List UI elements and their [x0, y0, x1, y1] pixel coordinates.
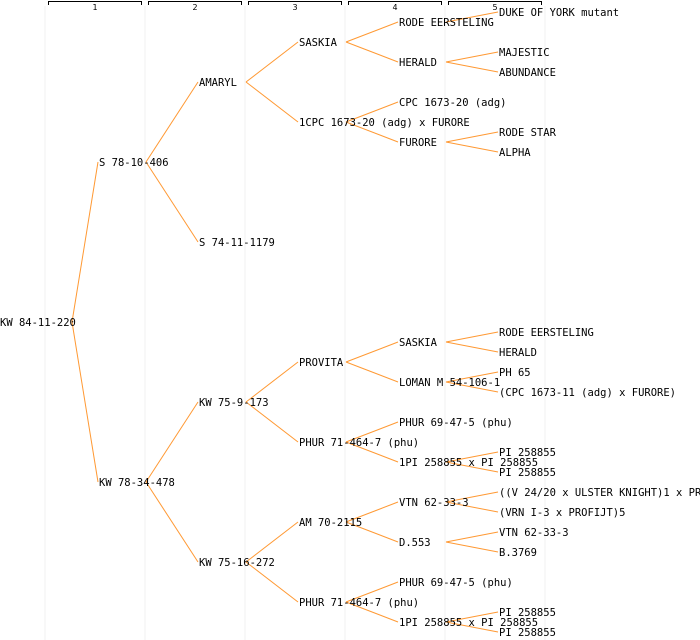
generation-header-3: 3: [248, 1, 342, 12]
generation-number: 5: [492, 3, 497, 12]
pedigree-node-g3b: 1CPC 1673-20 (adg) x FURORE: [299, 117, 470, 129]
edge-g4d-g5e: [445, 141, 499, 153]
edge-g4a-g5a: [445, 11, 499, 23]
pedigree-node-g4h: 1PI 258855 x PI 258855: [399, 457, 538, 469]
pedigree-node-g4e: SASKIA: [399, 337, 438, 349]
generation-header-2: 2: [148, 1, 242, 12]
pedigree-node-g3e: AM 70-2115: [299, 517, 362, 529]
pedigree-node-g4g: PHUR 69-47-5 (phu): [399, 417, 513, 429]
pedigree-node-labels: KW 84-11-220 S 78-10-406 KW 78-34-478 AMARY…: [0, 7, 700, 639]
edge-g1b-g2d: [145, 481, 199, 563]
pedigree-node-g4i: VTN 62-33-3: [399, 497, 469, 509]
pedigree-node-g3a: SASKIA: [299, 37, 338, 49]
edge-g4i-g5m: [445, 501, 499, 513]
pedigree-node-g5p: PI 258855: [499, 607, 556, 619]
pedigree-node-g5m: (VRN I-3 x PROFIJT)5: [499, 507, 625, 519]
pedigree-node-g4j: D.553: [399, 537, 431, 549]
edge-g3e-g4i: [345, 501, 399, 523]
generation-guide-lines: [44, 6, 546, 640]
edge-g2c-g3c: [245, 361, 299, 403]
pedigree-node-g3c: PROVITA: [299, 357, 344, 369]
edge-g3c-g4f: [345, 361, 399, 383]
edge-g3f-g4l: [345, 601, 399, 623]
pedigree-node-g5k: PI 258855: [499, 467, 556, 479]
edge-g0-g1a: [71, 161, 99, 323]
edge-g2d-g3e: [245, 521, 299, 563]
pedigree-node-g5e: ALPHA: [499, 147, 531, 159]
edge-g0-g1b: [71, 321, 99, 483]
pedigree-node-g5o: B.3769: [499, 547, 537, 559]
pedigree-node-g5j: PI 258855: [499, 447, 556, 459]
pedigree-node-g4b: HERALD: [399, 57, 437, 69]
pedigree-node-g4a: RODE EERSTELING: [399, 17, 494, 29]
pedigree-node-g1b: KW 78-34-478: [99, 477, 175, 489]
edge-g4b-g5c: [445, 61, 499, 73]
edge-g4b-g5b: [445, 51, 499, 63]
edge-g4l-g5p: [445, 611, 499, 623]
edge-g2d-g3f: [245, 561, 299, 603]
edge-g4e-g5g: [445, 341, 499, 353]
edge-g4e-g5f: [445, 331, 499, 343]
pedigree-node-g3f: PHUR 71-464-7 (phu): [299, 597, 419, 609]
edge-g4j-g5n: [445, 531, 499, 543]
generation-header-4: 4: [348, 1, 442, 12]
pedigree-node-g5l: ((V 24/20 x ULSTER KNIGHT)1 x PROFIJT)2: [499, 487, 700, 499]
pedigree-node-g4k: PHUR 69-47-5 (phu): [399, 577, 513, 589]
pedigree-edges: [71, 11, 499, 633]
edge-g4f-g5h: [445, 371, 499, 383]
edge-g1b-g2c: [145, 401, 199, 483]
edge-g3f-g4k: [345, 581, 399, 603]
edge-g4i-g5l: [445, 491, 499, 503]
edge-g3d-g4g: [345, 421, 399, 443]
edge-g2a-g3b: [245, 81, 299, 123]
pedigree-node-g5i: (CPC 1673-11 (adg) x FURORE): [499, 387, 676, 399]
generation-header-1: 1: [48, 1, 142, 12]
pedigree-node-g5b: MAJESTIC: [499, 47, 550, 59]
edge-g3e-g4j: [345, 521, 399, 543]
pedigree-node-g1a: S 78-10-406: [99, 157, 169, 169]
pedigree-node-g5g: HERALD: [499, 347, 537, 359]
pedigree-node-g2d: KW 75-16-272: [199, 557, 275, 569]
pedigree-node-g5h: PH 65: [499, 367, 531, 379]
generation-number: 1: [92, 3, 97, 12]
pedigree-node-g4c: CPC 1673-20 (adg): [399, 97, 506, 109]
generation-header-ruler: 1 2 3 4 5: [48, 1, 542, 12]
edge-g4d-g5d: [445, 131, 499, 143]
pedigree-node-g5n: VTN 62-33-3: [499, 527, 569, 539]
pedigree-node-g2c: KW 75-9-173: [199, 397, 269, 409]
edge-g1a-g2a: [145, 81, 199, 163]
pedigree-node-g0: KW 84-11-220: [0, 317, 76, 329]
edge-g3b-g4d: [345, 121, 399, 143]
generation-number: 2: [192, 3, 197, 12]
pedigree-node-g2b: S 74-11-1179: [199, 237, 275, 249]
pedigree-node-g4l: 1PI 258855 x PI 258855: [399, 617, 538, 629]
edge-g3b-g4c: [345, 101, 399, 123]
edge-g3c-g4e: [345, 341, 399, 363]
pedigree-node-g5c: ABUNDANCE: [499, 67, 556, 79]
pedigree-node-g5f: RODE EERSTELING: [499, 327, 594, 339]
pedigree-node-g4d: FURORE: [399, 137, 437, 149]
edge-g3d-g4h: [345, 441, 399, 463]
pedigree-node-g4f: LOMAN M 54-106-1: [399, 377, 500, 389]
edge-g4f-g5i: [445, 381, 499, 393]
edge-g4h-g5k: [445, 461, 499, 473]
edge-g4h-g5j: [445, 451, 499, 463]
edge-g2a-g3a: [245, 41, 299, 83]
generation-number: 3: [292, 3, 297, 12]
edge-g4l-g5q: [445, 621, 499, 633]
pedigree-node-g5a: DUKE OF YORK mutant: [499, 7, 619, 19]
edge-g3a-g4a: [345, 21, 399, 43]
pedigree-node-g3d: PHUR 71-464-7 (phu): [299, 437, 419, 449]
generation-number: 4: [392, 3, 397, 12]
edge-g1a-g2b: [145, 161, 199, 243]
pedigree-node-g5d: RODE STAR: [499, 127, 557, 139]
edge-g3a-g4b: [345, 41, 399, 63]
generation-header-5: 5: [448, 1, 542, 12]
pedigree-node-g2a: AMARYL: [199, 77, 237, 89]
edge-g4j-g5o: [445, 541, 499, 553]
edge-g2c-g3d: [245, 401, 299, 443]
pedigree-node-g5q: PI 258855: [499, 627, 556, 639]
